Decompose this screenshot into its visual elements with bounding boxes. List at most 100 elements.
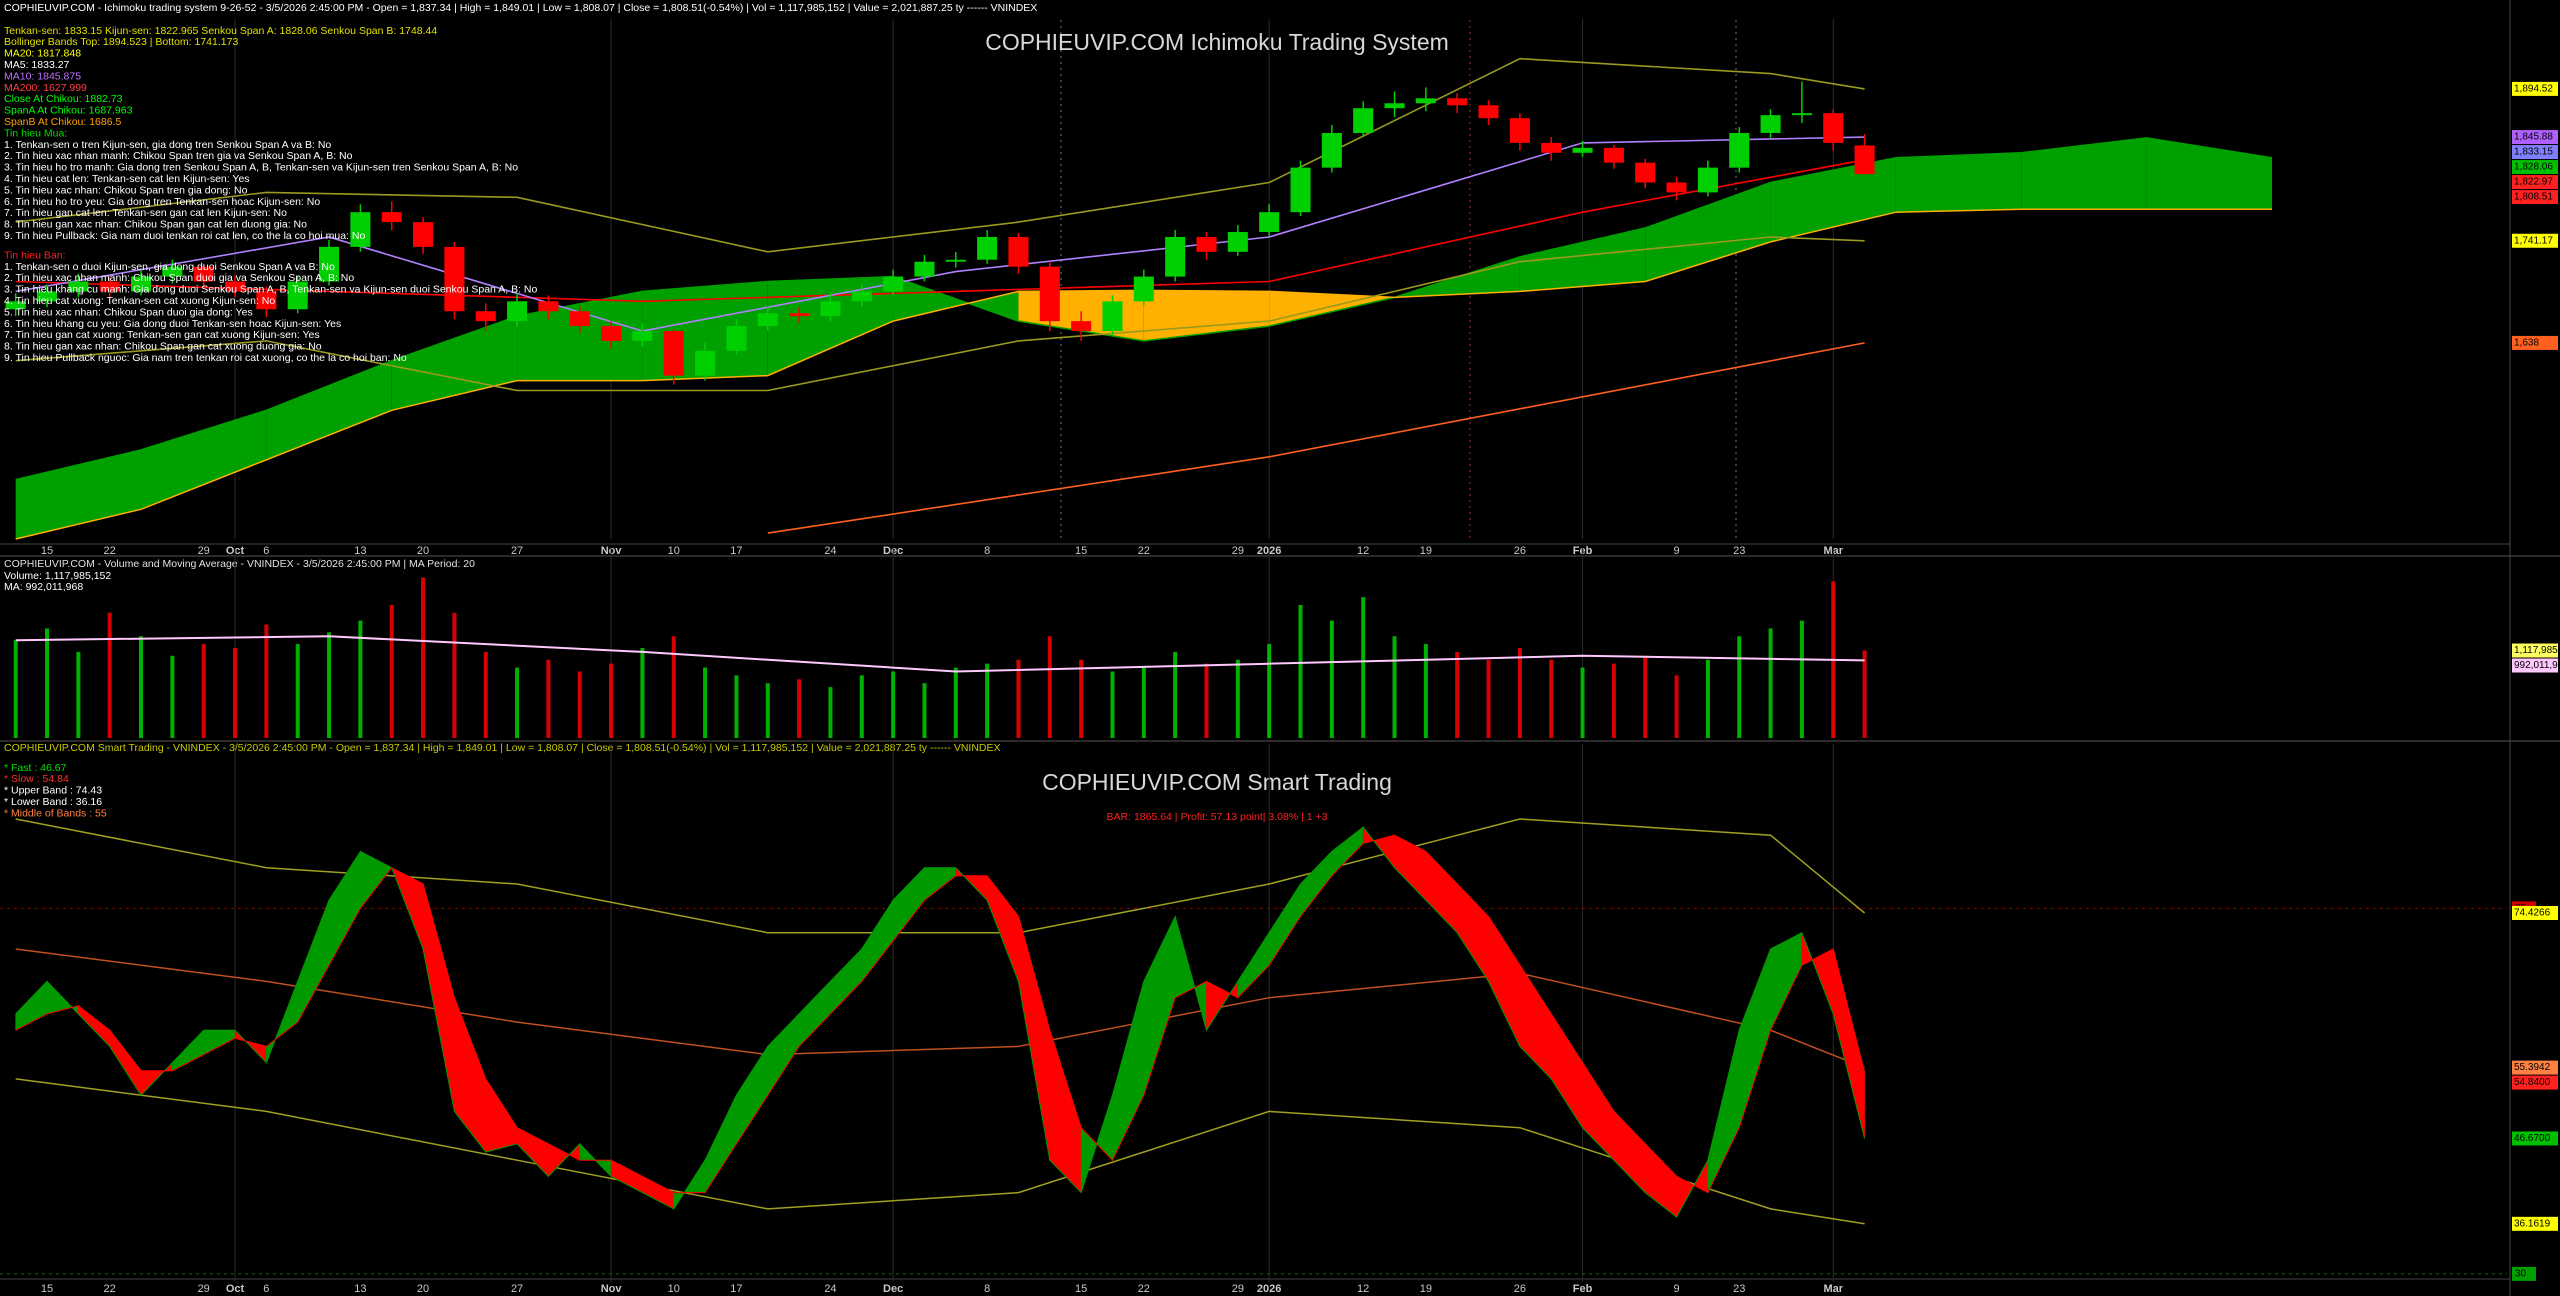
signal-group-title: Tin hieu Ban: — [4, 249, 65, 261]
volume-bar — [577, 671, 582, 738]
cloud-segment — [2146, 137, 2272, 210]
volume-bar — [1173, 651, 1178, 738]
volume-bar — [671, 636, 676, 738]
value-tag-label: 1,894.52 — [2514, 84, 2553, 95]
signal-item: 4. Tin hieu cat len: Tenkan-sen cat len … — [4, 173, 250, 185]
signal-item: 5. Tin hieu xac nhan: Chikou Span tren g… — [4, 184, 248, 196]
volume-bar — [1204, 663, 1209, 738]
volume-bar — [295, 644, 300, 738]
info-line: Tenkan-sen: 1833.15 Kijun-sen: 1822.965 … — [4, 25, 437, 37]
value-tag — [2512, 145, 2558, 160]
value-tag — [2512, 335, 2558, 350]
volume-bar — [233, 648, 238, 738]
candle-body — [1071, 321, 1092, 332]
x-tick-label: 19 — [1420, 545, 1432, 557]
x-tick-label: 23 — [1733, 1283, 1745, 1295]
candle-body — [1196, 236, 1217, 252]
signal-item: 4. Tin hieu cat xuong: Tenkan-sen cat xu… — [4, 295, 275, 307]
volume-bar — [1611, 663, 1616, 738]
volume-bar — [358, 620, 363, 738]
candle-body — [1384, 103, 1405, 109]
x-tick-label: 22 — [1138, 1283, 1150, 1295]
x-tick-label: 13 — [354, 545, 366, 557]
volume-bar — [1737, 636, 1742, 738]
value-tag-label: 36.1619 — [2514, 1218, 2551, 1229]
volume-bar — [76, 651, 81, 738]
volume-bar — [1298, 604, 1303, 738]
info-line: SpanA At Chikou: 1687.963 — [4, 105, 133, 117]
x-tick-label: 15 — [41, 545, 53, 557]
volume-bar — [1862, 650, 1867, 738]
x-tick-label: Nov — [601, 1283, 623, 1295]
x-tick-label: Dec — [883, 1283, 903, 1295]
value-tag-label: 1,822.97 — [2514, 177, 2553, 188]
chart-title: COPHIEUVIP.COM Smart Trading — [1042, 769, 1392, 795]
signal-item: 8. Tin hieu gan xac nhan: Chikou Span ga… — [4, 341, 322, 353]
value-tag — [2512, 1216, 2558, 1231]
x-tick-label: 9 — [1673, 1283, 1679, 1295]
x-tick-label: 23 — [1733, 545, 1745, 557]
y-tick-box — [2512, 1266, 2536, 1281]
y-tick-label: 30 — [2515, 1269, 2527, 1280]
volume-bar — [327, 632, 332, 738]
candle-body — [695, 350, 716, 376]
volume-bar — [1799, 620, 1804, 738]
value-tag — [2512, 1060, 2558, 1075]
volume-bar — [389, 604, 394, 738]
value-tag-label: 1,828.06 — [2514, 162, 2553, 173]
volume-bar — [1361, 597, 1366, 738]
candle-body — [130, 276, 152, 292]
x-tick-label: 29 — [1232, 545, 1244, 557]
value-tag-label: 54.8400 — [2514, 1077, 2551, 1088]
x-tick-label: 12 — [1357, 545, 1369, 557]
value-tag-label: 992,011,968 — [2514, 660, 2560, 671]
x-tick-label: 8 — [984, 545, 990, 557]
volume-bar — [1047, 636, 1052, 738]
candle-body — [5, 301, 26, 310]
volume-bar — [1267, 644, 1272, 738]
signal-item: 1. Tenkan-sen o duoi Kijun-sen, gia dong… — [4, 261, 335, 273]
value-tag-label: 1,117,985,152 — [2514, 645, 2560, 656]
candle-body — [1697, 167, 1718, 193]
x-tick-label: 29 — [1232, 1283, 1244, 1295]
value-tag-label: 74.4266 — [2514, 908, 2551, 919]
value-tag-label: 1,741.17 — [2514, 235, 2553, 246]
candle-body — [1729, 132, 1750, 168]
candle-body — [945, 259, 966, 262]
candle-body — [1321, 132, 1342, 168]
candle-body — [413, 222, 434, 247]
x-tick-label: 19 — [1420, 1283, 1432, 1295]
x-tick-label: 27 — [511, 545, 523, 557]
x-tick-label: 15 — [1075, 1283, 1087, 1295]
info-line: MA5: 1833.27 — [4, 59, 70, 71]
volume-bar — [703, 667, 708, 738]
x-tick-label: 2026 — [1257, 1283, 1281, 1295]
value-tag — [2512, 1131, 2558, 1146]
volume-bar — [1235, 659, 1240, 738]
volume-bar — [1079, 659, 1084, 738]
candle-body — [1541, 142, 1562, 153]
candle-body — [1478, 105, 1499, 119]
value-tag — [2512, 175, 2558, 190]
candle-body — [1102, 301, 1123, 332]
value-tag-label: 1,845.88 — [2514, 132, 2553, 143]
chart-subtitle: BAR: 1865.64 | Profit: 57.13 point| 3.08… — [1107, 811, 1328, 823]
value-tag-label: 1,833.15 — [2514, 147, 2553, 158]
volume-bar — [170, 655, 175, 738]
signal-item: 7. Tin hieu gan cat len: Tenkan-sen gan … — [4, 207, 287, 219]
volume-bar — [1486, 659, 1491, 738]
x-tick-label: 10 — [668, 545, 680, 557]
volume-bar — [139, 636, 144, 738]
candle-body — [1603, 147, 1624, 163]
info-line: MA200: 1627.999 — [4, 82, 87, 94]
x-tick-label: 10 — [668, 1283, 680, 1295]
volume-bar — [1643, 655, 1648, 738]
candle-body — [381, 212, 402, 223]
volume-bar — [483, 651, 488, 738]
cloud-segment — [1645, 182, 1771, 282]
volume-bar — [1580, 667, 1585, 738]
x-tick-label: 15 — [1075, 545, 1087, 557]
candle-body — [663, 331, 684, 376]
volume-bar — [640, 648, 645, 738]
